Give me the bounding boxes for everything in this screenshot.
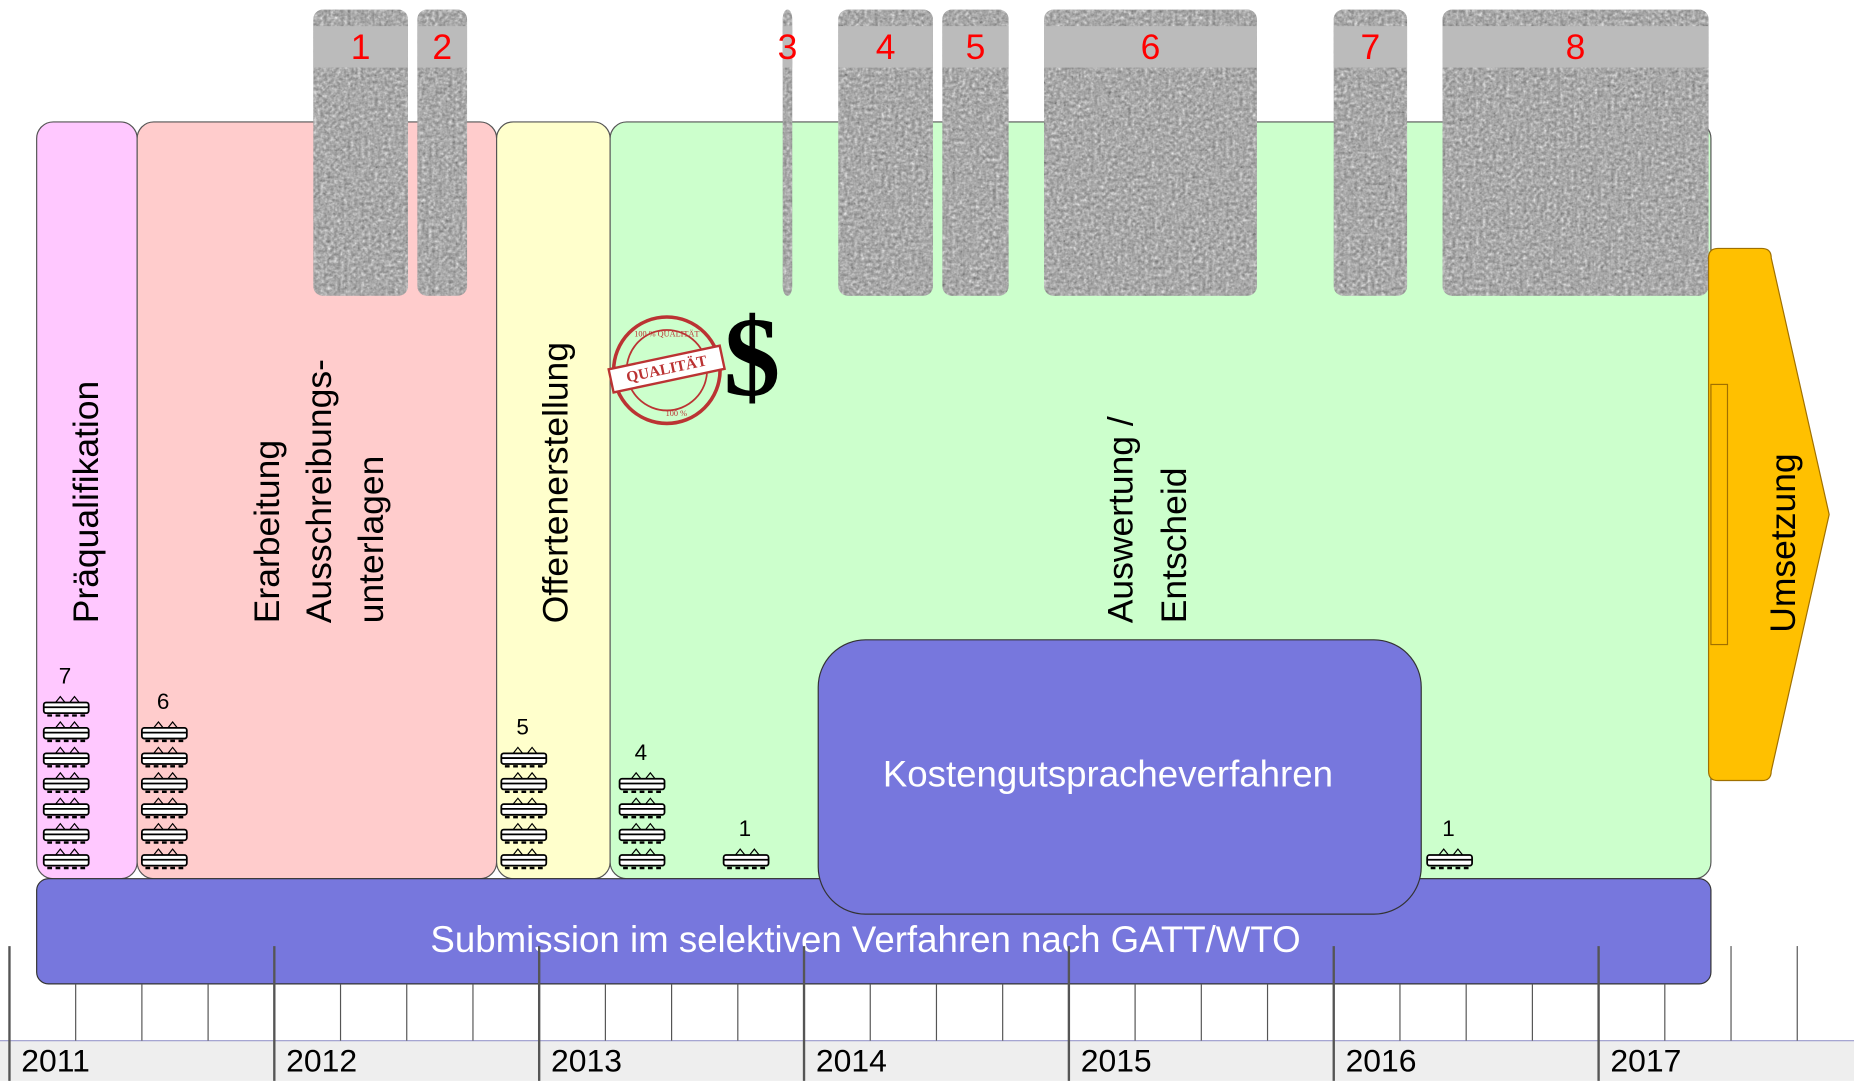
tram-pantograph <box>630 822 656 830</box>
box-header <box>838 26 933 68</box>
box-number: 6 <box>1141 27 1161 67</box>
tram-count: 5 <box>516 714 529 739</box>
tram-pantograph <box>55 848 80 856</box>
tram-pantograph <box>630 771 656 780</box>
stamp-band <box>607 344 727 394</box>
stone-texture <box>417 9 468 296</box>
box-number: 2 <box>432 27 452 67</box>
phase-label: Auswertung / <box>1101 416 1141 623</box>
tram-pantograph <box>153 721 178 729</box>
tram-pantograph <box>153 797 178 805</box>
tram-pantograph <box>55 797 80 805</box>
stone-texture <box>1333 9 1408 296</box>
tram-pantograph <box>153 771 178 780</box>
box-header <box>1333 26 1408 68</box>
box-number: 3 <box>778 27 798 67</box>
year-label: 2016 <box>1346 1043 1417 1079</box>
box-number: 7 <box>1361 27 1381 67</box>
money-sign: $ <box>724 294 781 420</box>
phase-label: Entscheid <box>1154 468 1194 624</box>
year-label: 2017 <box>1610 1043 1681 1079</box>
stone-texture <box>838 9 933 296</box>
stamp-top: 100 % QUALITÄT <box>634 330 699 339</box>
tram-pantograph <box>153 746 178 754</box>
stone-texture <box>1044 9 1257 296</box>
tram-count: 6 <box>157 689 170 714</box>
year-label: 2015 <box>1081 1043 1152 1079</box>
stamp-bottom: 100 % <box>666 409 687 418</box>
cost-procedure-label: Kostengutspracheverfahren <box>883 754 1333 795</box>
stone-texture <box>313 9 408 296</box>
tram-pantograph <box>630 848 656 856</box>
tram-count: 1 <box>1442 816 1455 841</box>
year-label: 2013 <box>551 1043 622 1079</box>
phase-label: Erarbeitung <box>247 440 287 623</box>
box-header <box>942 26 1009 68</box>
tram-pantograph <box>55 695 80 703</box>
tram-pantograph <box>55 746 80 754</box>
phase-label: unterlagen <box>351 456 391 624</box>
stone-texture <box>942 9 1009 296</box>
tram-pantograph <box>55 771 80 780</box>
tram-pantograph <box>55 822 80 830</box>
tram-pantograph <box>55 721 80 729</box>
tram-pantograph <box>512 771 538 780</box>
box-header <box>1044 26 1257 68</box>
box-number: 1 <box>351 27 371 67</box>
phase-label: Präqualifikation <box>66 381 106 624</box>
tram-pantograph <box>630 797 656 805</box>
stone-texture <box>782 9 793 296</box>
tram-pantograph <box>512 848 538 856</box>
tram-pantograph <box>512 797 538 805</box>
cost-procedure-box <box>817 639 1422 915</box>
year-band <box>0 1040 1854 1081</box>
year-label: 2014 <box>816 1043 887 1079</box>
implementation-arrow <box>1707 247 1830 782</box>
tram-pantograph <box>153 822 178 830</box>
tram-count: 4 <box>635 740 647 765</box>
stone-texture <box>1442 9 1709 296</box>
box-header <box>417 26 468 68</box>
box-header <box>1442 26 1709 68</box>
phase-label: Offertenerstellung <box>535 342 575 623</box>
tram-pantograph <box>153 848 178 856</box>
phase-label: Ausschreibungs- <box>299 359 339 623</box>
box-header <box>782 26 793 68</box>
year-label: 2012 <box>286 1043 357 1079</box>
box-number: 4 <box>876 27 896 67</box>
submission-label: Submission im selektiven Verfahren nach … <box>430 919 1300 960</box>
tram-pantograph <box>512 822 538 830</box>
tram-pantograph <box>512 746 538 754</box>
box-number: 5 <box>966 27 986 67</box>
implementation-label: Umsetzung <box>1763 453 1803 632</box>
arrow-ridge <box>1710 383 1729 646</box>
year-label: 2011 <box>21 1043 90 1079</box>
tram-count: 7 <box>59 664 72 689</box>
box-number: 8 <box>1566 27 1586 67</box>
tram-pantograph <box>734 848 760 856</box>
tram-pantograph <box>1438 848 1464 856</box>
box-header <box>313 26 408 68</box>
tram-count: 1 <box>739 816 751 841</box>
